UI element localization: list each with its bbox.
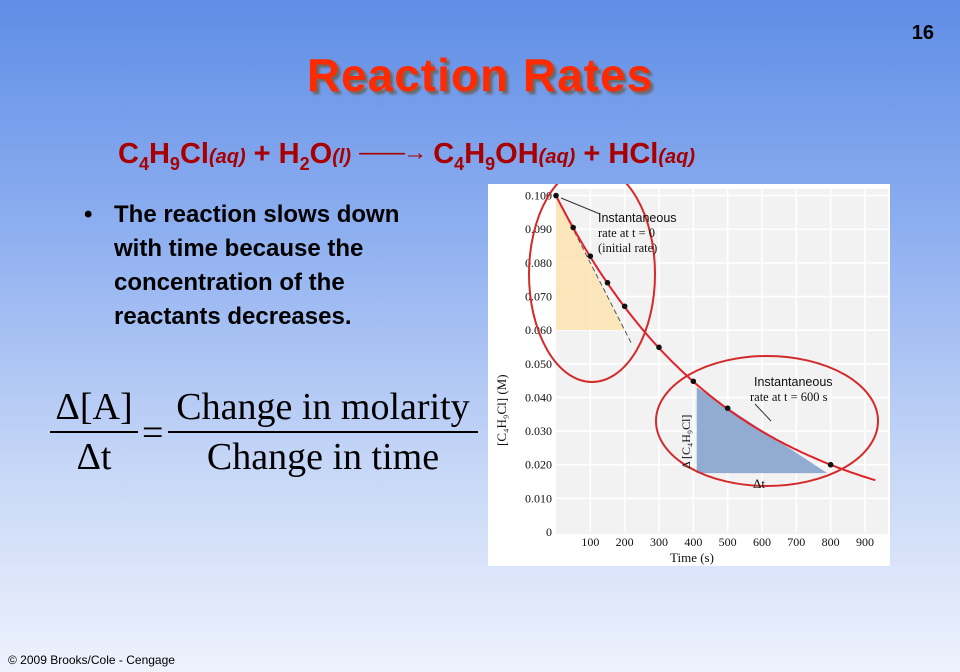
bullet-marker-icon: • (84, 201, 93, 228)
rate-formula: Δ[A] Δt = Change in molarity Change in t… (50, 385, 480, 485)
delta-conc-label: Δ [C₄H₉Cl] (679, 415, 693, 469)
slide-title: Reaction Rates (306, 49, 654, 101)
bullet-point: • The reaction slows down with time beca… (84, 198, 434, 334)
product-hcl: HCl(aq) (608, 138, 696, 170)
plus-sign: + (253, 138, 271, 170)
concentration-time-chart: 0 0.010 0.020 0.030 0.040 0.050 0.060 0.070 0.08… (488, 165, 890, 566)
annotation-initial-line1: Instantaneous (598, 211, 677, 225)
y-tick-label: 0.070 (525, 290, 552, 304)
fraction-bar (168, 431, 478, 433)
data-points (553, 192, 834, 468)
x-tick-label: 900 (856, 535, 874, 549)
formula-rhs-numerator: Change in molarity (176, 386, 470, 428)
y-tick-label: 0.090 (525, 222, 552, 236)
data-point (656, 344, 662, 351)
formula-rhs-denominator: Change in time (206, 436, 440, 478)
highlight-circle-later (655, 355, 879, 487)
reactant-butyl-chloride: C4H9Cl(aq) (118, 138, 246, 174)
x-tick-label: 200 (616, 535, 634, 549)
initial-rate-triangle (556, 195, 625, 331)
annotation-initial-line2: rate at t = 0 (598, 226, 655, 240)
y-tick-label: 0.050 (525, 357, 552, 371)
x-tick-label: 100 (581, 535, 599, 549)
x-axis-label: Time (s) (670, 550, 714, 565)
annotation-later-line1: Instantaneous (754, 375, 833, 389)
y-axis-label: [C₄H₉Cl] (M) (494, 374, 509, 446)
x-tick-label: 500 (719, 535, 737, 549)
annotation-leader-line (754, 403, 772, 422)
data-point (621, 303, 628, 310)
formula-lhs-denominator: Δt (76, 436, 112, 478)
y-tick-label: 0.040 (525, 390, 552, 404)
data-point (604, 279, 611, 286)
formula-rhs: Change in molarity Change in time (168, 385, 478, 479)
x-tick-label: 400 (684, 535, 702, 549)
formula-lhs-numerator: Δ[A] (55, 386, 133, 428)
annotation-leader-line (560, 197, 601, 215)
data-point (587, 253, 594, 259)
reaction-arrow-icon: ——→ (359, 139, 427, 166)
page-number: 16 (911, 22, 934, 44)
data-point (553, 192, 559, 199)
annotation-initial-line3: (initial rate) (598, 241, 657, 255)
x-tick-label: 300 (650, 535, 668, 549)
copyright-notice: © 2009 Brooks/Cole - Cengage (8, 653, 175, 667)
y-tick-labels: 00.0100.0200.0300.0400.0500.0600.0700.08… (525, 189, 552, 539)
data-point (827, 461, 834, 468)
y-tick-label: 0.020 (525, 458, 552, 472)
x-tick-label: 700 (787, 535, 805, 549)
plus-sign: + (583, 138, 601, 170)
data-point (690, 378, 697, 385)
chart-svg: 00.0100.0200.0300.0400.0500.0600.0700.08… (494, 165, 888, 565)
data-point (570, 224, 576, 231)
y-tick-label: 0.010 (525, 491, 552, 505)
x-tick-label: 800 (822, 535, 840, 549)
reaction-equation: C4H9Cl(aq) + H2O(l) ——→ C4H9OH(aq) + HCl… (118, 138, 695, 175)
formula-lhs: Δ[A] Δt (50, 385, 138, 479)
delta-t-label: Δt (753, 476, 765, 491)
data-point (724, 405, 731, 412)
bullet-text: The reaction slows down with time becaus… (114, 201, 400, 330)
annotation-later-line2: rate at t = 600 s (750, 390, 828, 404)
x-tick-label: 600 (753, 535, 771, 549)
fraction-bar (50, 431, 138, 433)
reactant-water: H2O(l) (278, 138, 352, 174)
concentration-curve (556, 195, 876, 482)
equals-sign: = (142, 412, 164, 454)
x-tick-labels: 100 200 300 400 500 600 700 800 900 (581, 535, 874, 549)
y-tick-label: 0.080 (525, 256, 552, 270)
y-tick-label: 0.100 (525, 189, 552, 203)
product-butanol: C4H9OH(aq) (433, 138, 576, 174)
y-tick-label: 0.030 (525, 424, 552, 438)
y-tick-label: 0 (546, 525, 552, 539)
